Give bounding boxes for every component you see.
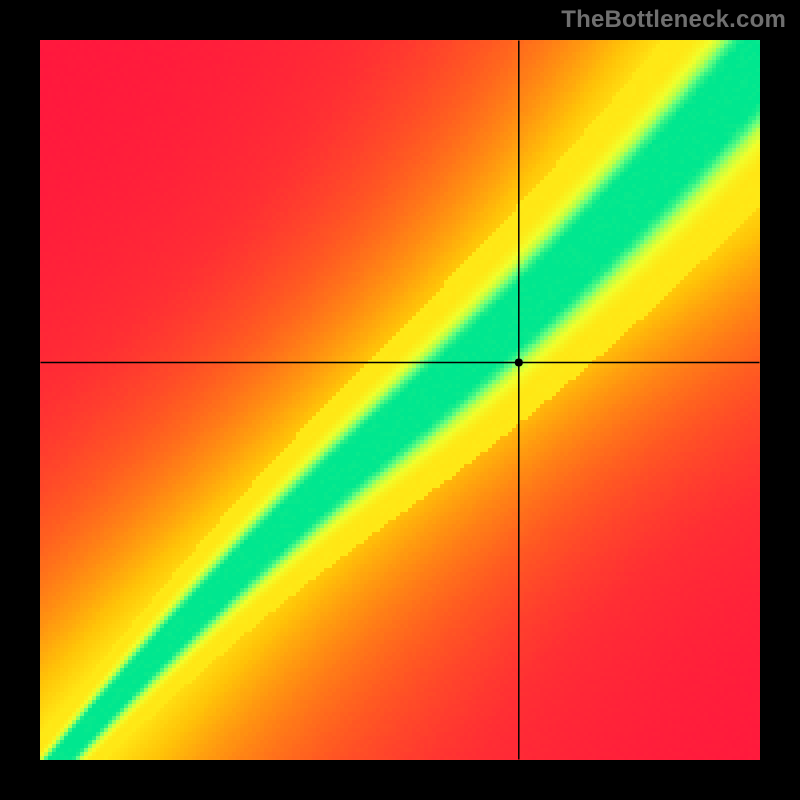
- watermark-text: TheBottleneck.com: [561, 6, 786, 34]
- chart-container: TheBottleneck.com: [0, 0, 800, 800]
- bottleneck-heatmap: [0, 0, 800, 800]
